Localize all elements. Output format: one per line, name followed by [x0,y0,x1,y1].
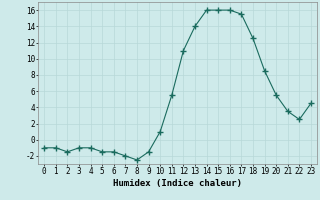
X-axis label: Humidex (Indice chaleur): Humidex (Indice chaleur) [113,179,242,188]
